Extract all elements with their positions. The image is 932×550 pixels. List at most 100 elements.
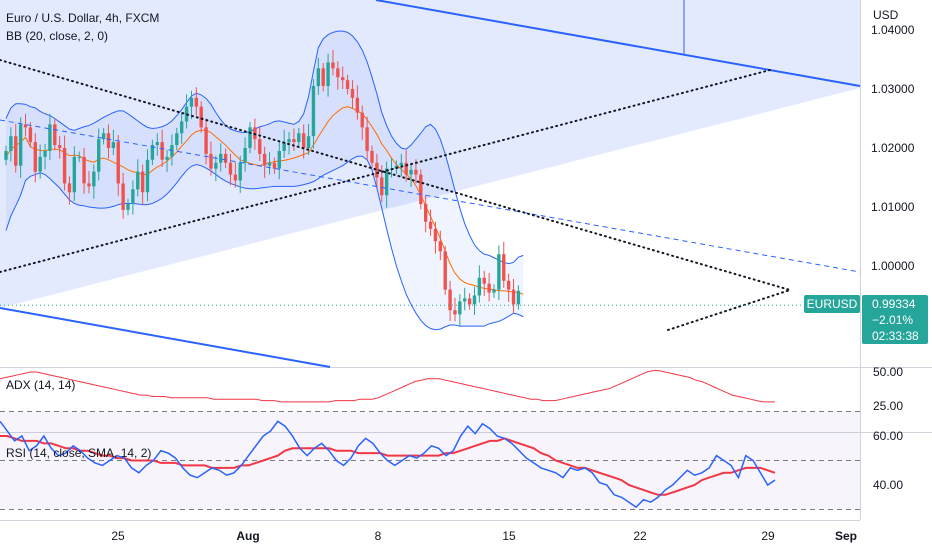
candle xyxy=(297,127,301,148)
candle xyxy=(511,278,516,314)
candle xyxy=(14,123,18,173)
candle xyxy=(53,119,57,151)
time-tick-label: Sep xyxy=(835,529,857,543)
symbol-badge xyxy=(804,295,860,313)
candle xyxy=(419,169,423,210)
candle xyxy=(106,124,111,159)
price-tick-label: 1.04000 xyxy=(871,23,915,37)
candle xyxy=(443,245,447,295)
candle xyxy=(243,137,247,172)
bb-lower-line xyxy=(5,155,524,331)
bb-upper-line xyxy=(5,30,524,265)
price-axis[interactable]: 1.04000 1.03000 1.02000 1.01000 1.00000 xyxy=(871,23,915,273)
candle xyxy=(248,122,252,154)
time-tick-label: 8 xyxy=(375,529,382,543)
candle xyxy=(463,287,467,311)
candle xyxy=(67,176,72,205)
candle xyxy=(233,162,238,188)
candle xyxy=(165,149,169,173)
candle xyxy=(77,151,81,163)
candle xyxy=(370,145,374,169)
candle xyxy=(355,85,360,120)
candle xyxy=(326,53,330,97)
candle xyxy=(492,284,496,298)
candle xyxy=(409,162,413,187)
rsi-label[interactable]: RSI (14, close, SMA, 14, 2) xyxy=(6,446,151,460)
price-change: −2.01% xyxy=(872,313,913,327)
candle xyxy=(155,133,159,156)
candle xyxy=(150,139,155,166)
candle xyxy=(179,112,184,144)
candle xyxy=(448,280,452,321)
channel-upper-line[interactable] xyxy=(375,0,861,87)
rsi-line xyxy=(0,420,776,509)
candle xyxy=(467,293,472,310)
candle xyxy=(238,155,242,193)
candle xyxy=(131,180,135,215)
price-tick-label: 1.03000 xyxy=(871,82,915,96)
candle xyxy=(428,209,433,236)
symbol-title[interactable]: Euro / U.S. Dollar, 4h, FXCM xyxy=(6,11,159,25)
price-badge xyxy=(862,295,928,344)
candle xyxy=(516,285,521,310)
candle xyxy=(28,122,33,148)
candle xyxy=(72,146,77,202)
candle xyxy=(175,127,179,151)
candle xyxy=(384,161,389,208)
candle xyxy=(487,273,491,302)
candle xyxy=(345,74,350,95)
candle xyxy=(18,117,23,179)
candle xyxy=(126,198,130,216)
candle xyxy=(57,136,62,159)
candle xyxy=(375,153,379,189)
candle xyxy=(477,265,482,303)
candle xyxy=(336,61,340,90)
candle xyxy=(365,116,369,160)
dotted-wedge-line[interactable] xyxy=(667,289,791,331)
rsi-tick-label: 40.00 xyxy=(873,478,903,492)
candle xyxy=(301,124,306,159)
candle xyxy=(48,113,52,160)
candle xyxy=(4,145,8,166)
candle xyxy=(111,129,116,156)
adx-tick-label: 50.00 xyxy=(873,365,903,379)
channel-lower-line[interactable] xyxy=(0,307,331,368)
rsi-pane[interactable]: 60.00 40.00 xyxy=(0,411,903,510)
candle xyxy=(423,195,428,233)
candle xyxy=(145,149,150,202)
price-tick-label: 1.00000 xyxy=(871,259,915,273)
candle xyxy=(87,171,91,194)
dotted-resistance-line[interactable] xyxy=(0,59,791,291)
candle xyxy=(209,141,213,176)
candle xyxy=(321,63,325,92)
candle xyxy=(292,128,296,151)
trend-drawings xyxy=(0,0,861,368)
candle xyxy=(341,66,345,89)
last-price: 0.99334 xyxy=(872,297,916,311)
candle xyxy=(282,129,286,159)
candle xyxy=(331,50,335,76)
candle xyxy=(399,153,403,177)
time-tick-label: Aug xyxy=(236,529,259,543)
adx-label[interactable]: ADX (14, 14) xyxy=(6,378,75,392)
candle xyxy=(62,135,67,191)
time-tick-label: 29 xyxy=(761,529,775,543)
dashed-midline[interactable] xyxy=(0,119,861,273)
candle xyxy=(316,57,321,95)
currency-label: USD xyxy=(873,8,899,22)
candle xyxy=(267,152,272,175)
channel-fill xyxy=(0,0,860,308)
bar-countdown: 02:33:38 xyxy=(872,329,919,343)
bb-indicator-label[interactable]: BB (20, close, 2, 0) xyxy=(6,29,108,43)
candle xyxy=(199,101,203,133)
candle xyxy=(23,113,28,137)
candle xyxy=(33,133,37,183)
adx-pane[interactable]: 50.00 25.00 xyxy=(0,365,903,413)
time-axis[interactable]: 25 Aug 8 15 22 29 Sep xyxy=(111,529,857,543)
candle xyxy=(194,87,199,116)
time-tick-label: 15 xyxy=(502,529,516,543)
candle xyxy=(258,126,262,161)
candle xyxy=(101,127,106,145)
candle xyxy=(140,164,145,205)
